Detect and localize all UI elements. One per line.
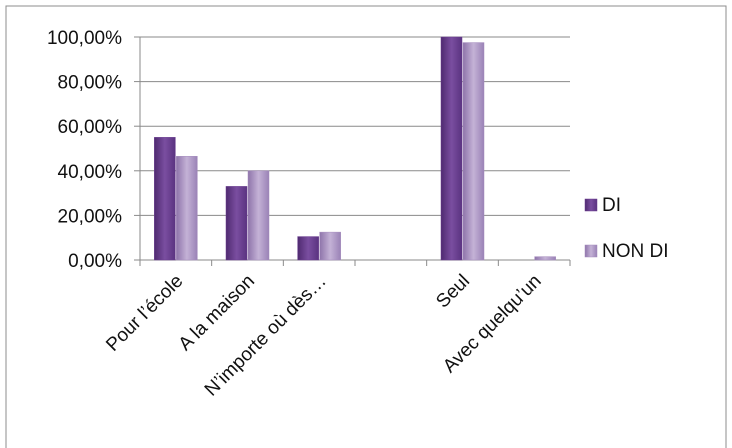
y-tick-label: 60,00% xyxy=(58,117,123,138)
y-tick-label: 100,00% xyxy=(47,28,122,49)
grid-layer xyxy=(140,36,570,216)
y-tick-label: 40,00% xyxy=(58,162,123,183)
legend-label: NON DI xyxy=(602,241,669,262)
axis-layer xyxy=(134,36,571,266)
legend-label: DI xyxy=(602,195,621,216)
x-category-label: Pour l’école xyxy=(102,271,187,356)
x-category-label: N’importe où dès… xyxy=(201,271,331,401)
bar-di xyxy=(154,137,176,261)
bar-non-di xyxy=(176,156,198,261)
bar-non-di xyxy=(534,256,556,261)
legend-swatch xyxy=(584,244,598,258)
y-tick-label: 0,00% xyxy=(68,251,122,272)
bar-di xyxy=(225,186,248,261)
legend: DI NON DI xyxy=(584,195,669,262)
bar-di xyxy=(297,236,319,261)
x-category-label: Seul xyxy=(432,271,474,313)
legend-swatch xyxy=(584,198,598,212)
bar-non-di xyxy=(247,170,270,261)
bar-non-di xyxy=(319,231,341,261)
bar-layer xyxy=(154,36,556,261)
y-tick-label: 80,00% xyxy=(58,73,123,94)
bar-di xyxy=(440,36,463,261)
y-tick-label: 20,00% xyxy=(58,206,123,227)
bar-non-di xyxy=(462,42,485,261)
chart-border xyxy=(5,5,727,448)
